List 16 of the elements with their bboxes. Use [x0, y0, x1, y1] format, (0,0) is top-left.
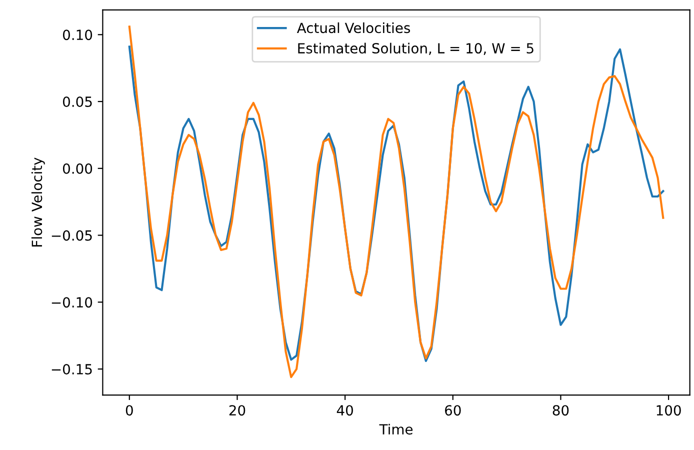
x-tick-label: 80: [552, 405, 569, 416]
x-tick-label: 100: [656, 405, 681, 416]
y-tick-label: −0.10: [52, 297, 92, 308]
x-tick-label: 20: [229, 405, 246, 416]
y-tick-label: 0.00: [62, 163, 92, 174]
x-tick-label: 60: [445, 405, 461, 416]
y-tick-label: −0.05: [52, 230, 92, 241]
x-axis-title: Time: [379, 424, 413, 435]
x-tick-label: 0: [126, 405, 133, 416]
y-axis-title: Flow Velocity: [31, 158, 45, 246]
x-tick-label: 40: [336, 405, 353, 416]
y-tick-label: 0.05: [62, 96, 92, 107]
y-tick-label: 0.10: [62, 30, 92, 40]
y-tick-label: −0.15: [52, 364, 92, 374]
legend-label: Estimated Solution, L = 10, W = 5: [298, 42, 534, 55]
legend-label: Actual Velocities: [296, 22, 410, 34]
